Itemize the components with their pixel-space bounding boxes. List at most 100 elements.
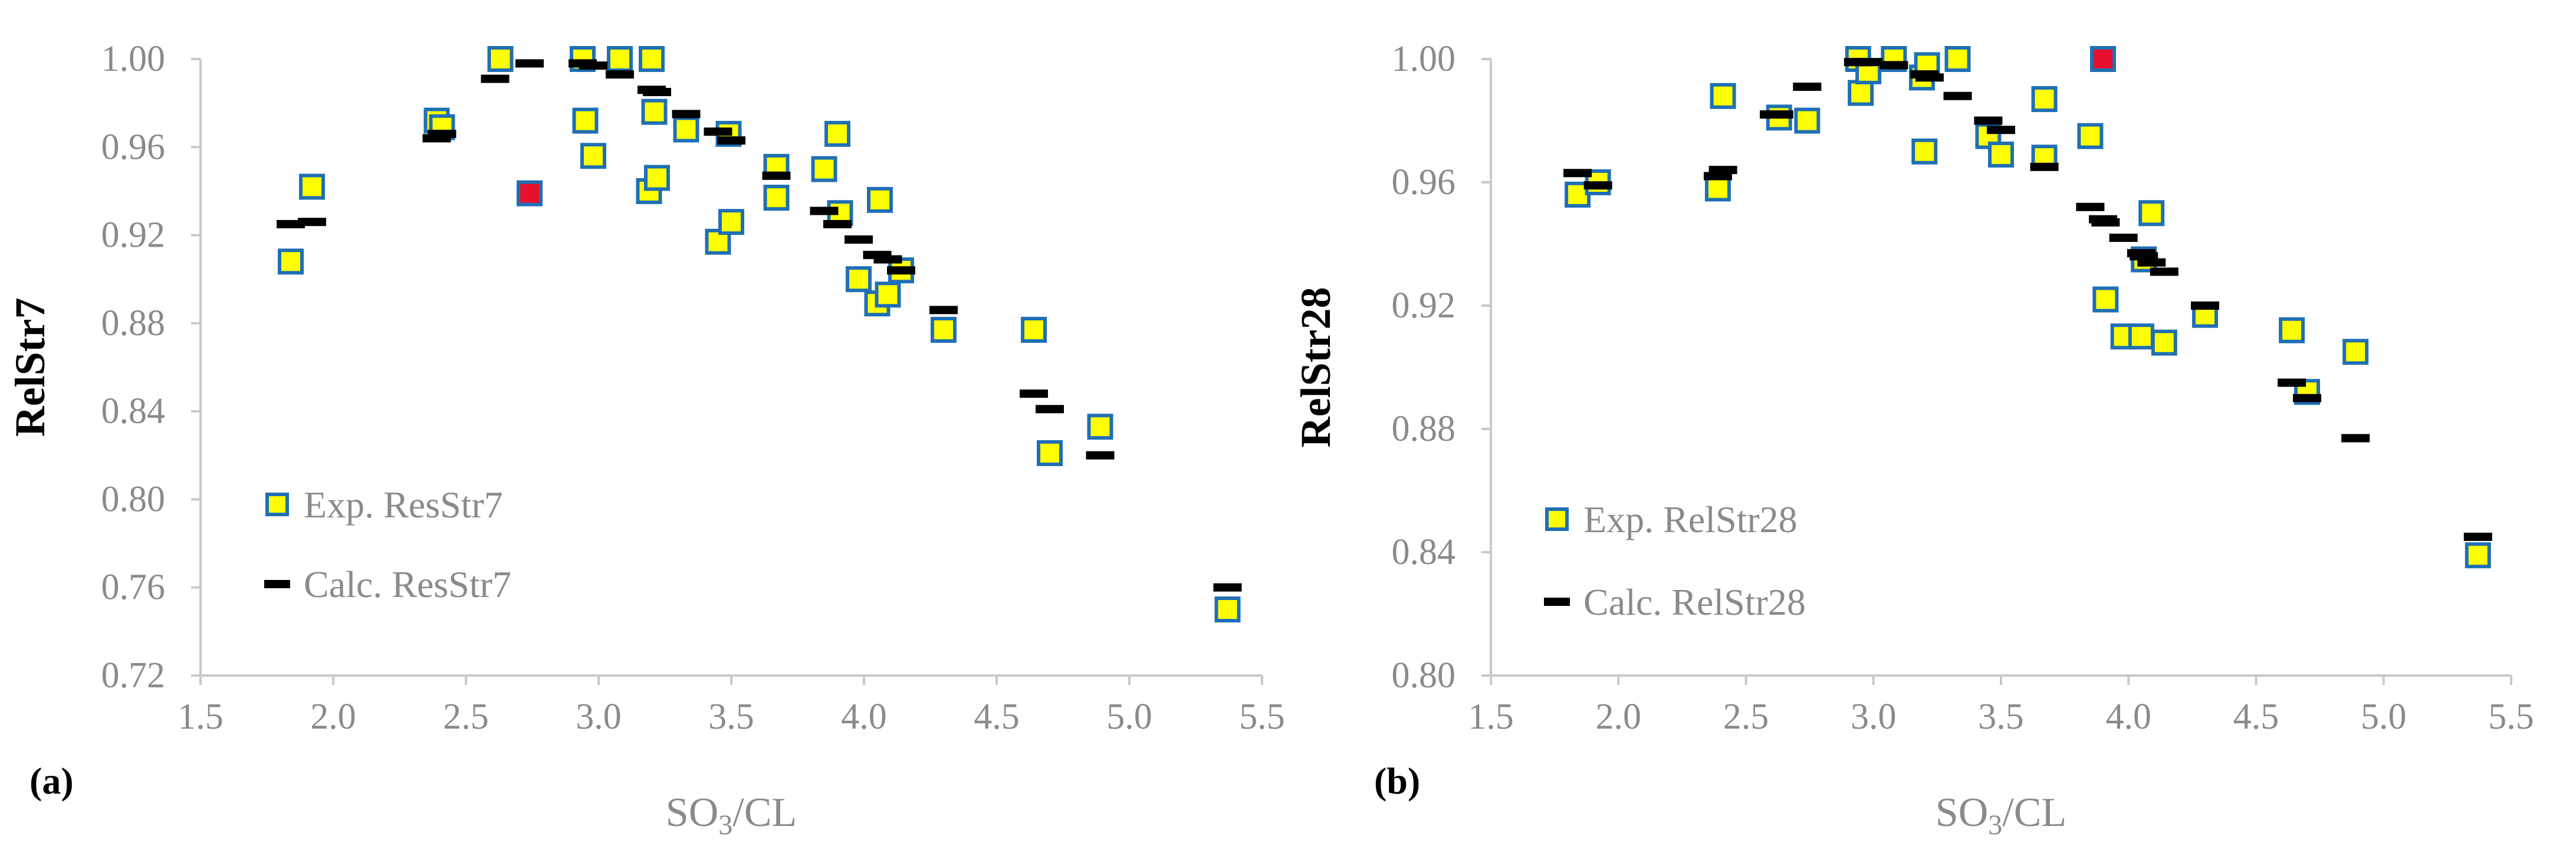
y-tick-label: 0.88	[101, 303, 166, 343]
data-point	[1944, 46, 1971, 72]
data-point	[763, 185, 790, 211]
calc-dash	[810, 206, 839, 215]
y-tick-label: 0.76	[101, 568, 166, 608]
calc-dash	[1793, 83, 1822, 91]
calc-dash	[606, 70, 634, 79]
calc-dash	[428, 129, 456, 138]
calc-dash	[1915, 73, 1944, 82]
calc-dash	[2293, 394, 2321, 402]
data-point	[1037, 440, 1063, 467]
data-point	[875, 281, 901, 308]
calc-dash	[1583, 181, 1612, 190]
data-point	[824, 120, 850, 147]
data-point	[811, 156, 837, 182]
y-tick-label: 0.72	[101, 655, 166, 696]
x-tick-label: 3.5	[1978, 697, 2024, 737]
data-point	[867, 186, 893, 213]
x-tick-label: 5.5	[2488, 697, 2534, 737]
data-point	[2279, 317, 2305, 343]
calc-dash	[2150, 267, 2179, 276]
y-tick-label: 1.00	[101, 39, 166, 79]
calc-dash	[515, 59, 544, 68]
calc-dash	[672, 110, 701, 119]
legend-marker-calculated	[1544, 598, 1570, 606]
calc-dash	[2463, 532, 2492, 541]
y-axis-title: RelStr28	[1292, 287, 1339, 448]
series-calculated	[1563, 58, 2492, 541]
y-axis-title: RelStr7	[6, 298, 54, 437]
calc-dash	[2278, 378, 2306, 387]
data-point	[705, 228, 731, 255]
legend-label-experimental: Exp. ResStr7	[304, 484, 503, 526]
legend-marker-experimental	[265, 493, 289, 516]
calc-dash	[1563, 169, 1592, 178]
chart-panel-a: 0.72 0.76 0.80 0.84 0.88 0.92 0.96 1.00 1.5 2.0 2.…	[6, 39, 1285, 841]
x-tick-label: 4.0	[2106, 697, 2152, 737]
calc-dash	[762, 171, 791, 180]
data-point	[2465, 542, 2491, 569]
calc-dash	[1036, 405, 1064, 414]
x-tick-label: 2.0	[1596, 697, 1642, 737]
legend: Exp. ResStr7 Calc. ResStr7	[264, 484, 511, 605]
y-tick-label: 0.80	[101, 479, 166, 519]
series-experimental	[278, 46, 1241, 623]
calc-dash	[717, 136, 745, 145]
calc-dash	[873, 255, 902, 264]
data-point	[718, 209, 744, 235]
calc-dash	[704, 127, 732, 136]
calc-dash	[2109, 234, 2138, 242]
calc-dash	[298, 218, 326, 227]
y-tick-label: 1.00	[1392, 39, 1456, 79]
x-tick-label: 4.5	[974, 697, 1020, 737]
calc-dash	[1974, 116, 2003, 125]
x-tick-label: 5.0	[2361, 697, 2407, 737]
data-point	[1988, 141, 2014, 168]
x-tick-label: 4.0	[841, 697, 887, 737]
data-point	[1710, 83, 1736, 109]
calc-dash	[2076, 202, 2105, 211]
data-point	[299, 173, 325, 200]
calc-dash	[2341, 434, 2370, 442]
data-point	[2151, 329, 2177, 356]
x-axis-title: SO3/CL	[1936, 790, 2066, 841]
data-point	[1794, 107, 1821, 134]
y-tick-label: 0.96	[101, 127, 166, 167]
calc-dash	[887, 266, 915, 275]
y-tick-label: 0.88	[1392, 409, 1456, 449]
series-experimental	[1565, 46, 2491, 569]
series-calculated	[277, 59, 1242, 592]
y-tick-label: 0.84	[101, 391, 166, 431]
calc-dash	[823, 219, 852, 228]
calc-dash	[1708, 166, 1737, 175]
calc-dash	[1213, 583, 1242, 592]
calc-dash	[1020, 389, 1048, 398]
data-point	[1087, 414, 1113, 440]
x-tick-label: 5.5	[1239, 697, 1285, 737]
y-tick-label: 0.80	[1392, 655, 1456, 696]
y-tick-label: 0.92	[101, 215, 166, 255]
x-axis-title: SO3/CL	[666, 790, 797, 841]
data-point	[641, 99, 668, 125]
calc-dash	[2091, 218, 2120, 227]
data-point	[2128, 323, 2154, 350]
data-point	[2092, 286, 2119, 313]
x-axis-title-subscript: 3	[1988, 809, 2002, 841]
calc-dash	[579, 61, 607, 70]
x-tick-label: 2.5	[1723, 697, 1769, 737]
data-point	[2031, 86, 2058, 112]
x-axis-title-rest: /CL	[2002, 790, 2066, 835]
panel-label: (a)	[29, 760, 74, 802]
data-point	[607, 46, 633, 72]
data-point	[1704, 175, 1731, 202]
x-tick-label: 3.5	[708, 697, 754, 737]
x-axis-title-main: SO	[1936, 790, 1988, 835]
calc-dash	[2137, 258, 2166, 267]
x-tick-label: 5.0	[1106, 697, 1152, 737]
x-tick-label: 3.0	[576, 697, 622, 737]
x-tick-label: 1.5	[1468, 697, 1514, 737]
x-tick-label: 2.5	[443, 697, 489, 737]
data-point	[278, 248, 304, 275]
data-point	[846, 266, 872, 293]
